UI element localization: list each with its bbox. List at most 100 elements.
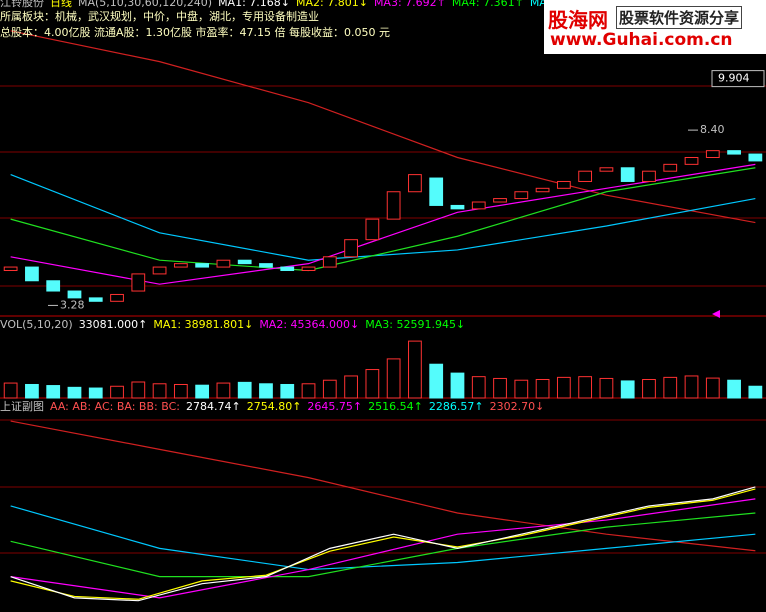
- candle: [259, 263, 273, 268]
- vol-legend: MA1: 38981.801↓: [153, 318, 254, 331]
- candle: [173, 263, 188, 268]
- volume-bar: [705, 377, 720, 399]
- candle: [386, 191, 401, 220]
- volume-bar: [152, 383, 167, 399]
- volume-bar: [110, 385, 124, 399]
- volume-bar: [748, 385, 763, 399]
- candle: [471, 201, 486, 210]
- volume-bar: [46, 385, 61, 399]
- volume-bar: [344, 375, 358, 399]
- candle: [408, 174, 422, 193]
- volume-bar: [493, 377, 507, 399]
- volume-bar: [195, 384, 210, 399]
- volume-bar: [173, 383, 188, 399]
- candle: [450, 204, 465, 210]
- index-legend: 2754.80↑: [246, 400, 302, 413]
- candle: [216, 259, 231, 268]
- volume-bar: [620, 380, 635, 399]
- candle: [705, 150, 720, 159]
- candle: [344, 239, 358, 258]
- candle: [620, 167, 635, 182]
- volume-bar: [237, 381, 252, 399]
- vol-legend: MA2: 45364.000↓: [259, 318, 360, 331]
- ma-line: [10, 30, 756, 224]
- candle: [599, 167, 614, 172]
- volume-bar: [88, 387, 103, 399]
- volume-bar: [471, 376, 486, 399]
- ma-legend: MA3: 7.692↑: [373, 0, 446, 9]
- volume-bar: [450, 372, 465, 399]
- volume-bar: [131, 381, 146, 399]
- ma-legend: MA2: 7.801↓: [296, 0, 368, 9]
- volume-bar: [599, 377, 614, 399]
- candle: [88, 297, 103, 302]
- candle: [535, 187, 550, 193]
- candle: [365, 218, 380, 241]
- volume-bar: [514, 379, 529, 399]
- vol-legend: MA3: 52591.945↓: [365, 318, 466, 331]
- volume-legend: VOL(5,10,20) 33081.000↑ MA1: 38981.801↓ MA2…: [0, 318, 471, 332]
- candle: [3, 266, 18, 271]
- candle: [663, 163, 678, 172]
- ma-legend: MA4: 7.361↑: [451, 0, 524, 9]
- ma-legend: MA1: 7.168↓: [218, 0, 290, 9]
- candle: [46, 280, 61, 292]
- candle: [684, 157, 699, 165]
- price-label: 9.904: [718, 72, 750, 85]
- volume-bar: [429, 363, 444, 399]
- volume-bar: [280, 383, 295, 399]
- ma-line: [10, 505, 756, 571]
- volume-bar: [365, 369, 380, 399]
- candle: [280, 266, 295, 271]
- candle: [556, 180, 571, 189]
- candle: [25, 266, 39, 282]
- volume-bar: [684, 375, 699, 399]
- logo: 股海网 股票软件资源分享 www.Guhai.com.cn: [544, 0, 766, 54]
- candle: [131, 273, 146, 292]
- candle: [152, 266, 167, 275]
- header-line: 总股本：4.00亿股 流通A股：1.30亿股 市盈率：47.15 倍 每股收益：…: [0, 26, 390, 39]
- ma-legend: 日线: [50, 0, 72, 9]
- index-legend: 2645.75↑: [307, 400, 363, 413]
- candle: [578, 170, 593, 182]
- candle: [514, 191, 529, 200]
- candle: [493, 198, 507, 203]
- volume-bar: [322, 379, 337, 399]
- candle: [429, 177, 444, 206]
- volume-bar: [301, 383, 316, 399]
- marker: [712, 310, 720, 318]
- vol-legend: 33081.000↑: [78, 318, 148, 331]
- candle: [237, 259, 252, 265]
- candle: [110, 293, 124, 302]
- ma-line: [10, 167, 756, 272]
- volume-bar: [663, 376, 678, 399]
- volume-bar: [216, 382, 231, 399]
- candle: [301, 266, 316, 271]
- candle: [322, 256, 337, 268]
- volume-bar: [727, 379, 741, 399]
- ma-line: [10, 163, 756, 285]
- ma-line: [10, 420, 756, 552]
- candle: [195, 263, 210, 268]
- annotation: 3.28: [60, 298, 85, 311]
- ma-legend: 江铃股份: [0, 0, 44, 9]
- index-legend: 上证副图 AA: AB: AC: BA: BB: BC: 2784.74↑ 2754.…: [0, 400, 550, 414]
- volume-bar: [578, 376, 593, 399]
- logo-slogan: 股票软件资源分享: [616, 6, 743, 29]
- ma-line: [10, 512, 756, 578]
- candle: [67, 290, 82, 299]
- price-box: [711, 70, 765, 88]
- volume-bar: [408, 340, 422, 399]
- volume-bar: [386, 358, 401, 399]
- header-line: 所属板块：机械，武汉规划，中价，中盘，湖北，专用设备制造业: [0, 10, 319, 23]
- ma-legend: MA(5,10,30,60,120,240): [78, 0, 213, 9]
- annotation: 8.40: [700, 123, 725, 136]
- index-legend: 2302.70↓: [489, 400, 545, 413]
- index-legend: 2784.74↑: [185, 400, 241, 413]
- index-legend: 上证副图: [0, 400, 44, 413]
- index-legend: 2516.54↑: [368, 400, 423, 413]
- logo-name: 股海网: [548, 8, 608, 32]
- volume-bar: [259, 383, 273, 399]
